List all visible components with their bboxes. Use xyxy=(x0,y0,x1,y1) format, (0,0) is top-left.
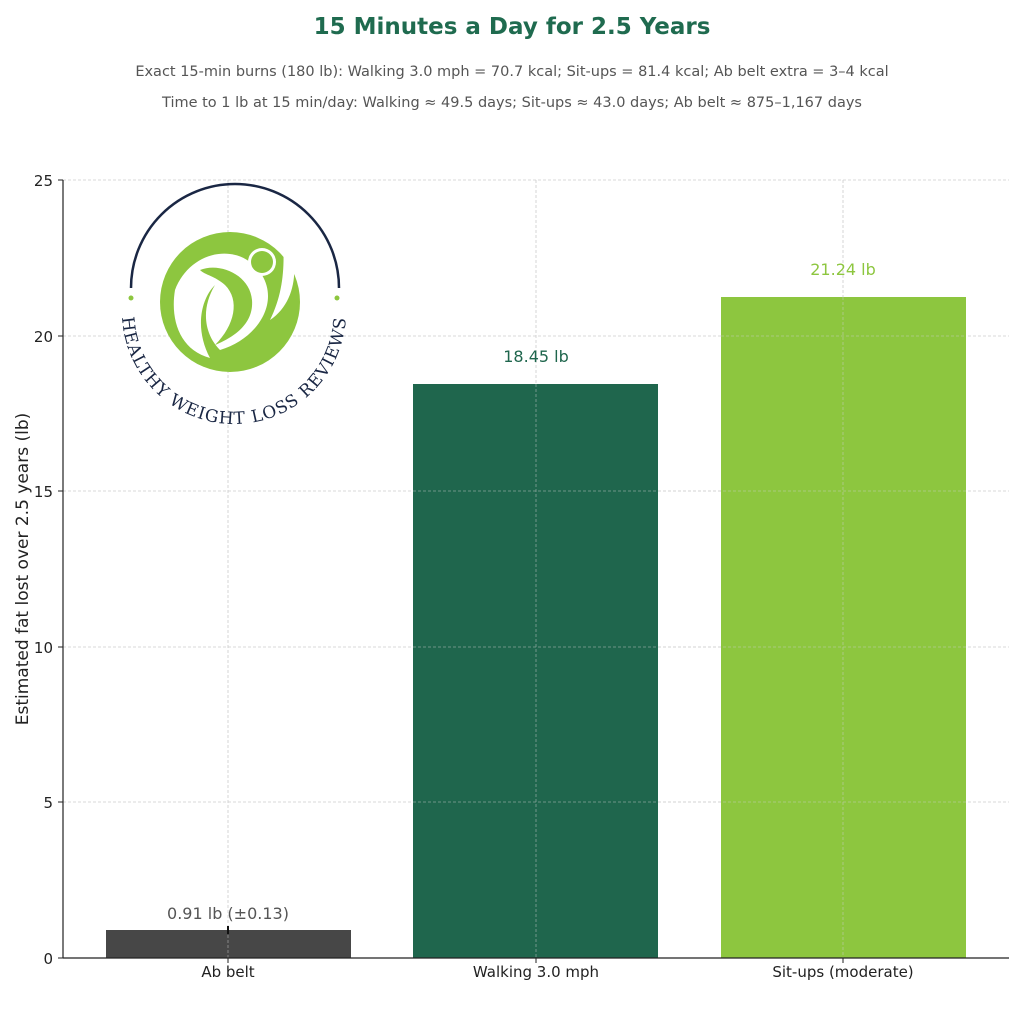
chart-title: 15 Minutes a Day for 2.5 Years xyxy=(313,14,711,40)
svg-text:10: 10 xyxy=(34,639,53,657)
y-tick-labels: 0 5 10 15 20 25 xyxy=(34,172,53,968)
logo-arc xyxy=(129,182,341,289)
svg-text:Ab belt: Ab belt xyxy=(201,963,254,981)
value-label-situps: 21.24 lb xyxy=(810,260,876,279)
svg-text:Sit-ups (moderate): Sit-ups (moderate) xyxy=(772,963,913,981)
value-label-ab-belt: 0.91 lb (±0.13) xyxy=(167,904,289,923)
bar-ab-belt xyxy=(106,930,351,958)
chart-subtitle-burns: Exact 15-min burns (180 lb): Walking 3.0… xyxy=(135,64,889,80)
bar-situps xyxy=(721,297,966,958)
svg-text:Walking 3.0 mph: Walking 3.0 mph xyxy=(473,963,599,981)
svg-text:5: 5 xyxy=(43,794,53,812)
brand-logo: HEALTHY WEIGHT LOSS REVIEWS xyxy=(117,182,350,429)
x-tick-labels: Ab belt Walking 3.0 mph Sit-ups (moderat… xyxy=(201,963,913,981)
y-axis-label: Estimated fat lost over 2.5 years (lb) xyxy=(13,413,33,726)
leaf-figure-icon xyxy=(160,228,300,372)
svg-text:20: 20 xyxy=(34,328,53,346)
svg-text:15: 15 xyxy=(34,483,53,501)
svg-text:25: 25 xyxy=(34,172,53,190)
svg-text:0: 0 xyxy=(43,950,53,968)
value-label-walking: 18.45 lb xyxy=(503,347,569,366)
chart-subtitle-time: Time to 1 lb at 15 min/day: Walking ≈ 49… xyxy=(162,95,862,111)
bar-walking xyxy=(413,384,658,958)
